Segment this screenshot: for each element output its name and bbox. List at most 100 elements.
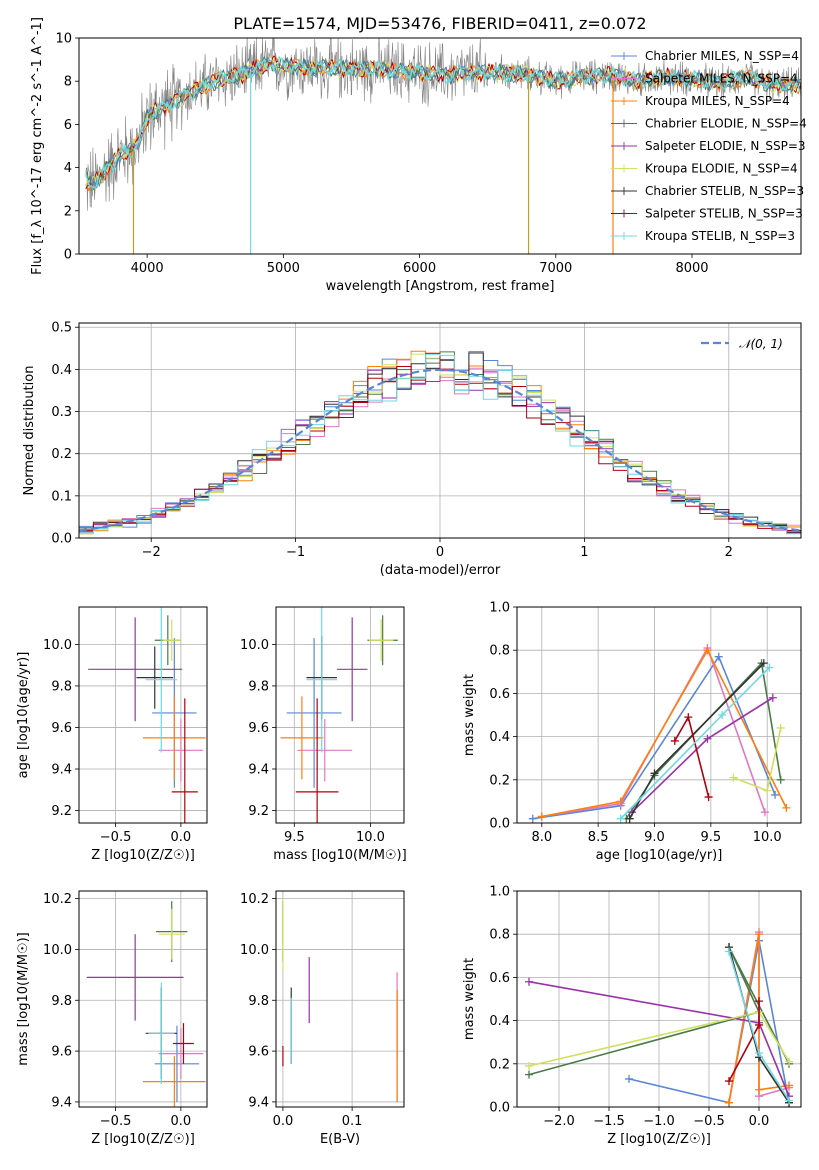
errorbar-point — [158, 719, 204, 782]
legend-entry: Kroupa ELODIE, N_SSP=4 — [611, 162, 798, 176]
y-tick-label: 9.4 — [51, 1095, 72, 1110]
errorbar-point — [280, 696, 324, 780]
y-tick-label: 10.0 — [240, 638, 269, 653]
x-axis-label: mass [log10(M/M☉)] — [273, 848, 406, 863]
y-tick-label: 0.2 — [489, 1057, 510, 1072]
x-tick-label: 9.5 — [700, 830, 721, 845]
mass-weight-marker — [765, 663, 774, 672]
plot-area — [282, 898, 398, 1102]
y-tick-label: 0.1 — [51, 489, 72, 504]
plot-mass-weight-vs-age: 8.0 8.5 9.0 9.5 10.0 0.0 0.2 0.4 0.6 0.8 1.0 age [l… — [462, 601, 802, 863]
x-tick-label: 7000 — [539, 261, 572, 276]
x-axis-label: (data-model)/error — [380, 563, 501, 578]
y-tick-label: 9.8 — [51, 679, 72, 694]
y-tick-label: 10.2 — [240, 892, 269, 907]
mass-weight-marker — [703, 646, 712, 655]
y-axis-label: mass weight — [462, 674, 477, 756]
mass-weight-line — [631, 697, 774, 813]
legend-entry: Chabrier ELODIE, N_SSP=4 — [611, 117, 807, 131]
errorbar-point — [173, 1023, 194, 1064]
errorbar-point — [162, 619, 181, 661]
errorbar-point — [286, 638, 342, 788]
y-tick-label: 10 — [55, 32, 72, 47]
mass-weight-marker — [755, 930, 763, 939]
y-tick-label: 0.4 — [51, 363, 72, 378]
y-tick-label: 0.4 — [489, 730, 510, 745]
errorbar-point — [143, 696, 206, 780]
y-tick-label: 9.2 — [51, 804, 72, 819]
legend-entry: Salpeter MILES, N_SSP=4 — [611, 72, 798, 86]
plot-area — [280, 607, 398, 823]
x-tick-label: −0.5 — [100, 830, 132, 845]
y-tick-label: 1.0 — [489, 885, 510, 900]
mass-weight-marker — [525, 1061, 533, 1070]
y-tick-label: 0.0 — [489, 1101, 510, 1116]
mass-weight-marker — [525, 1070, 533, 1079]
errorbar-point — [158, 908, 185, 960]
mass-weight-line — [620, 666, 770, 820]
errorbar-point — [306, 607, 337, 753]
x-axis-label: Z [log10(Z/Z☉)] — [91, 848, 195, 863]
y-tick-label: 0.5 — [51, 321, 72, 336]
axes-frame — [275, 890, 405, 1108]
y-tick-label: 9.4 — [248, 763, 269, 778]
plot-mass-vs-Z: −0.5 0.0 9.4 9.6 9.8 10.0 10.2 Z [log10(Z/Z☉)] m… — [16, 890, 208, 1147]
mass-weight-marker — [684, 713, 693, 722]
y-tick-label: 0.6 — [489, 687, 510, 702]
x-tick-label: −0.5 — [693, 1114, 725, 1129]
errorbar-point — [158, 1028, 204, 1080]
x-tick-label: −1.5 — [593, 1114, 625, 1129]
mass-weight-marker — [782, 803, 791, 812]
x-axis-label: Z [log10(Z/Z☉)] — [607, 1132, 711, 1147]
x-tick-label: 8000 — [675, 261, 708, 276]
errorbar-point — [297, 719, 353, 782]
mass-weight-marker — [725, 947, 733, 956]
figure-title: PLATE=1574, MJD=53476, FIBERID=0411, z=0… — [233, 14, 646, 33]
mass-weight-marker — [776, 775, 785, 784]
y-axis-label: Normed distribution — [22, 366, 37, 496]
x-tick-label: 0.0 — [749, 1114, 770, 1129]
errorbar-point — [295, 698, 339, 823]
y-tick-label: 0.8 — [489, 928, 510, 943]
y-tick-label: 0.2 — [489, 773, 510, 788]
mass-weight-marker — [537, 812, 546, 821]
legend-label: Salpeter STELIB, N_SSP=3 — [645, 207, 803, 221]
mass-weight-marker — [718, 711, 727, 719]
errorbar-point — [148, 982, 175, 1085]
legend-entry: Salpeter STELIB, N_SSP=3 — [611, 207, 803, 221]
y-tick-label: 9.6 — [51, 721, 72, 736]
errorbar-point — [143, 1056, 206, 1107]
axes-frame — [516, 606, 802, 824]
mass-weight-line — [532, 654, 776, 820]
legend-entry: Chabrier MILES, N_SSP=4 — [611, 49, 799, 63]
mass-weight-marker — [755, 1049, 763, 1057]
y-tick-label: 1.0 — [489, 601, 510, 616]
x-tick-label: −1.0 — [643, 1114, 675, 1129]
legend-label: Kroupa STELIB, N_SSP=3 — [645, 229, 795, 243]
mass-weight-marker — [625, 814, 634, 823]
legend-label: Salpeter MILES, N_SSP=4 — [645, 72, 798, 86]
mass-weight-marker — [771, 790, 780, 799]
mass-weight-marker — [650, 769, 659, 778]
x-tick-label: 10.0 — [356, 830, 385, 845]
mass-weight-marker — [755, 1085, 763, 1094]
y-axis-label: Flux [f_λ 10^-17 erg cm^-2 s^-1 A^-1] — [30, 17, 45, 275]
mass-weight-marker — [725, 1077, 733, 1086]
y-tick-label: 8 — [64, 75, 72, 90]
mass-weight-marker — [528, 814, 537, 823]
mass-weight-marker — [714, 652, 723, 661]
y-tick-label: 10.2 — [43, 892, 72, 907]
y-tick-label: 9.8 — [248, 679, 269, 694]
y-tick-label: 9.6 — [51, 1045, 72, 1060]
plot-area — [79, 350, 801, 535]
x-tick-label: 9.5 — [284, 830, 305, 845]
legend-entry: 𝒩(0, 1) — [701, 337, 783, 351]
mass-weight-marker — [755, 997, 763, 1006]
plot-area — [525, 928, 793, 1107]
y-tick-label: 9.2 — [248, 804, 269, 819]
mass-weight-marker — [785, 1057, 793, 1066]
x-tick-label: 0.0 — [171, 830, 192, 845]
y-tick-label: 6 — [64, 118, 72, 133]
plot-area — [85, 38, 801, 254]
